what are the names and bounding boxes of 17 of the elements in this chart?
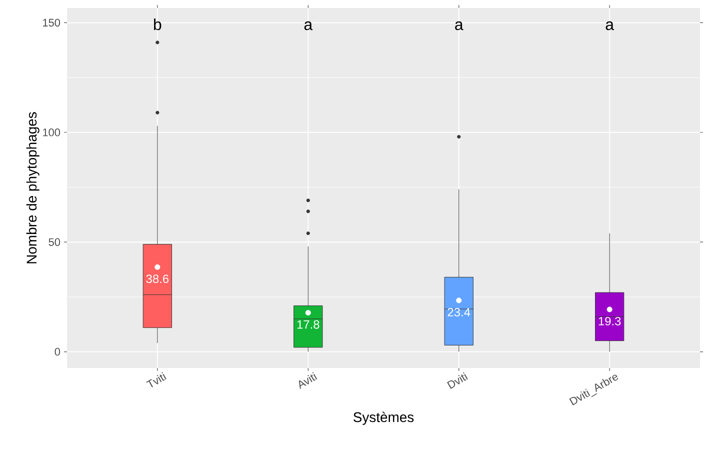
annotation: b (154, 18, 162, 30)
y-tick-label: 50 (48, 238, 60, 246)
y-axis-title: Nombre de phytophages (26, 112, 40, 264)
annotation: 23.4 (448, 308, 470, 316)
annotation: a (606, 21, 614, 30)
x-axis-title: Systèmes (354, 412, 414, 425)
annotation: a (455, 21, 464, 30)
annotation: 38.6 (146, 274, 169, 284)
y-tick-label: 150 (43, 18, 60, 27)
annotation: a (304, 21, 313, 30)
annotation: 17.8 (297, 320, 320, 329)
x-tick-label: Dviti (447, 372, 468, 389)
annotation: 19.3 (598, 316, 621, 326)
x-tick-label: Aviti (298, 372, 318, 389)
y-tick-label: 0 (54, 348, 60, 356)
y-tick-label: 100 (43, 128, 60, 136)
x-tick-label: Tviti (146, 372, 166, 388)
